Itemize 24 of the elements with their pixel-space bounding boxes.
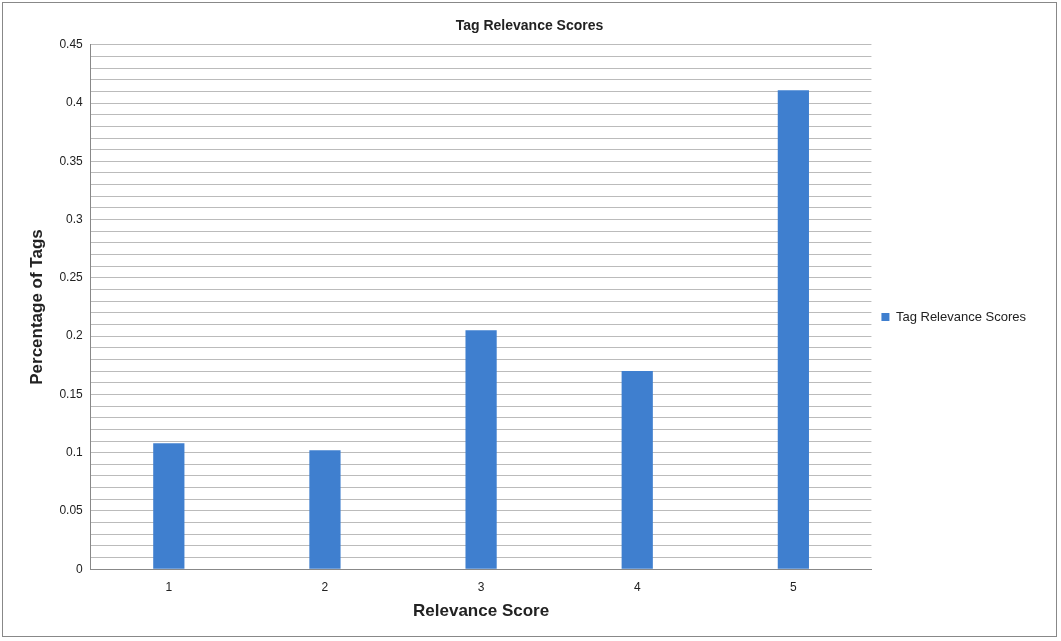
chart-title: Tag Relevance Scores [455,17,604,34]
y-tick-label: 0.35 [59,153,84,168]
y-axis-title: Percentage of Tags [26,229,46,385]
bar [465,330,497,569]
x-tick-label: 1 [165,579,173,594]
bar [777,90,809,569]
y-tick-label: 0.25 [59,270,84,285]
x-tick-label: 3 [477,579,485,594]
y-tick-label: 0.15 [59,386,84,401]
x-tick-label: 5 [790,579,798,594]
y-tick-label: 0.45 [59,37,84,52]
y-tick-label: 0.3 [66,211,84,226]
bar [621,371,653,569]
y-tick-label: 0.4 [66,95,84,110]
x-tick-label: 4 [633,579,641,594]
y-tick-label: 0.1 [66,444,84,459]
bar [153,443,185,569]
y-tick-label: 0 [76,561,84,576]
x-tick-label: 2 [321,579,329,594]
x-axis-title: Relevance Score [413,601,550,621]
bar [309,450,341,569]
legend-label: Tag Relevance Scores [895,308,1027,324]
y-tick-label: 0.2 [66,328,84,343]
y-tick-label: 0.05 [59,503,84,518]
